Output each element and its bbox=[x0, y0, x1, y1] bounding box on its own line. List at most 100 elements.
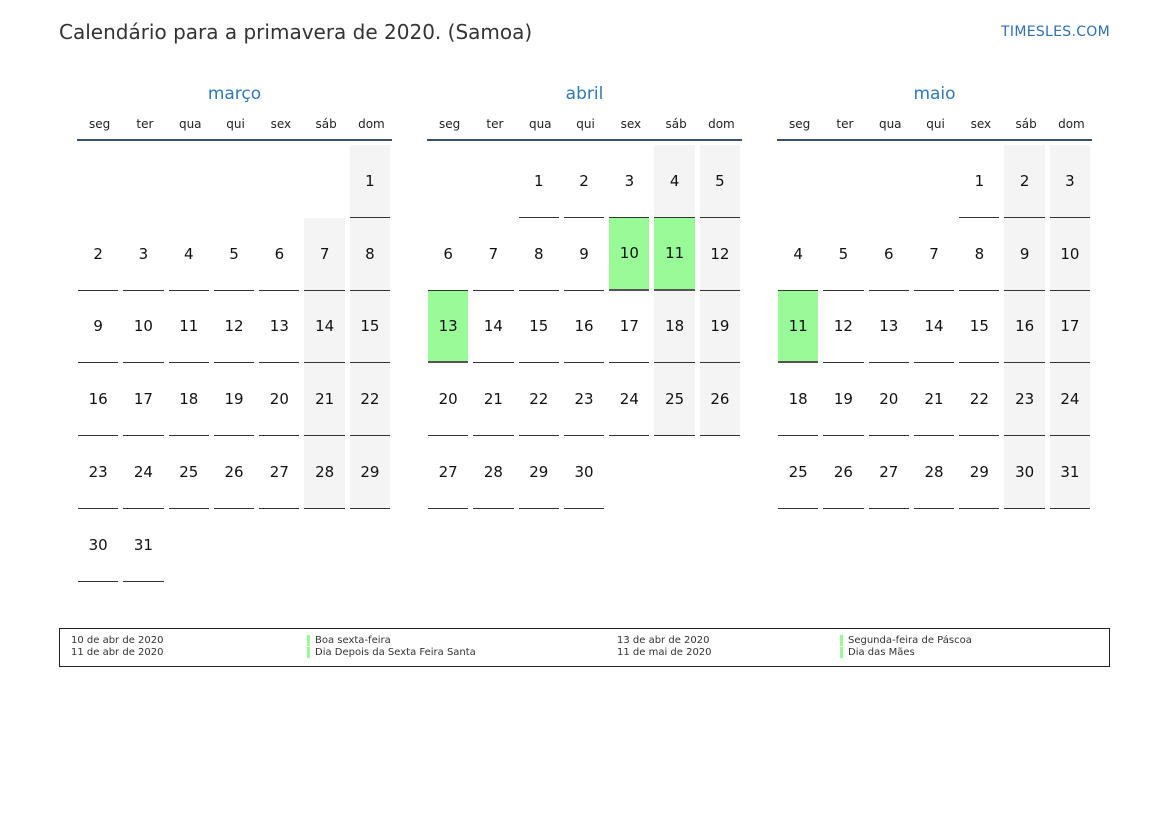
day-number: 5 bbox=[213, 218, 255, 291]
day-number: 26 bbox=[823, 436, 864, 509]
day-cell: 29 bbox=[349, 436, 394, 509]
empty-cell bbox=[258, 145, 303, 218]
day-cell: 23 bbox=[77, 436, 122, 509]
day-number: 27 bbox=[868, 436, 909, 509]
day-cell: 19 bbox=[822, 363, 867, 437]
day-number: 14 bbox=[304, 290, 345, 364]
day-cell: 26 bbox=[699, 363, 744, 437]
day-cell: 18 bbox=[168, 363, 213, 437]
day-number: 19 bbox=[699, 290, 741, 364]
day-number: 20 bbox=[868, 363, 909, 437]
day-cell: 16 bbox=[563, 291, 608, 364]
weekday-label: dom bbox=[358, 117, 385, 131]
weekday-label: sex bbox=[620, 117, 642, 131]
empty-cell bbox=[303, 145, 348, 218]
weekday-label: dom bbox=[1058, 117, 1085, 131]
day-cell: 29 bbox=[518, 436, 563, 509]
day-cell: 26 bbox=[213, 436, 258, 509]
day-number: 26 bbox=[213, 436, 255, 509]
month-may: maio seg ter qua qui sex sáb dom 1 2 3 4 5 6 7 8 9 10 11 12… bbox=[777, 82, 1092, 509]
day-number: 30 bbox=[78, 509, 119, 582]
day-cell: 1 bbox=[518, 145, 563, 218]
day-cell: 12 bbox=[699, 217, 744, 291]
day-number: 19 bbox=[213, 363, 255, 437]
weekday-label: ter bbox=[836, 117, 854, 131]
day-number: 4 bbox=[778, 218, 819, 291]
day-cell: 6 bbox=[868, 218, 913, 291]
day-cell: 9 bbox=[1003, 217, 1048, 291]
day-cell: 16 bbox=[77, 363, 122, 437]
weekday-label: ter bbox=[136, 117, 154, 131]
day-number: 24 bbox=[1049, 363, 1091, 437]
day-number: 12 bbox=[213, 291, 255, 364]
day-number: 13 bbox=[428, 290, 469, 364]
day-cell: 6 bbox=[427, 218, 472, 291]
day-number: 17 bbox=[123, 363, 164, 437]
empty-cell bbox=[168, 145, 213, 218]
day-cell: 24 bbox=[1049, 363, 1094, 437]
day-number: 26 bbox=[699, 363, 741, 437]
day-number: 13 bbox=[868, 291, 909, 364]
day-number: 17 bbox=[609, 291, 650, 364]
day-cell: 12 bbox=[822, 291, 867, 364]
day-cell: 3 bbox=[608, 145, 653, 218]
day-number: 1 bbox=[349, 145, 391, 218]
day-cell: 18 bbox=[653, 290, 698, 364]
empty-cell bbox=[913, 145, 958, 218]
day-grid: 1 2 3 4 5 6 7 8 9 10 11 12 13 14 15 16 17 18 19 20 21 22 23 24 2… bbox=[427, 145, 742, 509]
day-cell: 2 bbox=[1003, 145, 1048, 218]
holiday-day-cell: 11 bbox=[653, 217, 698, 291]
legend-holiday-name: Boa sexta-feira bbox=[315, 635, 391, 646]
day-number: 10 bbox=[123, 291, 164, 364]
weekday-label: qui bbox=[226, 117, 245, 131]
day-number: 18 bbox=[168, 363, 209, 437]
legend-holiday-name: Dia das Mães bbox=[848, 647, 915, 658]
day-number: 17 bbox=[1049, 290, 1091, 364]
day-cell: 5 bbox=[822, 218, 867, 291]
day-number: 25 bbox=[778, 436, 819, 509]
day-cell: 26 bbox=[822, 436, 867, 509]
weekday-label: sáb bbox=[315, 117, 337, 131]
month-name: março bbox=[207, 84, 262, 104]
day-number: 28 bbox=[304, 436, 345, 509]
weekday-label: sex bbox=[970, 117, 992, 131]
day-cell: 2 bbox=[77, 218, 122, 291]
legend-marker bbox=[307, 647, 310, 658]
day-number: 6 bbox=[868, 218, 909, 291]
weekday-label: qua bbox=[878, 117, 902, 131]
day-cell: 2 bbox=[563, 145, 608, 218]
weekday-label: sex bbox=[270, 117, 292, 131]
day-cell: 27 bbox=[427, 436, 472, 509]
day-number: 8 bbox=[349, 217, 391, 291]
weekday-header: seg ter qua qui sex sáb dom bbox=[77, 113, 392, 141]
empty-cell bbox=[427, 145, 472, 218]
legend-marker bbox=[840, 635, 843, 646]
holiday-day-cell: 11 bbox=[777, 290, 822, 364]
day-cell: 27 bbox=[868, 436, 913, 509]
day-cell: 28 bbox=[913, 436, 958, 509]
weekday-label: qua bbox=[528, 117, 552, 131]
day-number: 22 bbox=[518, 363, 559, 437]
weekday-label: qua bbox=[178, 117, 202, 131]
day-cell: 24 bbox=[122, 436, 167, 509]
day-cell: 31 bbox=[122, 509, 167, 582]
site-link[interactable]: TIMESLES.COM bbox=[1001, 24, 1110, 40]
day-number: 25 bbox=[168, 436, 209, 509]
day-number: 29 bbox=[349, 436, 391, 509]
day-cell: 30 bbox=[77, 509, 122, 582]
day-number: 23 bbox=[563, 363, 605, 437]
day-number: 20 bbox=[428, 363, 469, 437]
day-cell: 20 bbox=[868, 363, 913, 437]
day-number: 15 bbox=[959, 291, 1000, 364]
day-cell: 8 bbox=[518, 218, 563, 291]
weekday-label: dom bbox=[708, 117, 735, 131]
day-cell: 4 bbox=[168, 218, 213, 291]
weekday-header: seg ter qua qui sex sáb dom bbox=[777, 113, 1092, 141]
day-number: 1 bbox=[959, 145, 1000, 218]
day-cell: 23 bbox=[563, 363, 608, 437]
day-cell: 22 bbox=[958, 363, 1003, 437]
day-number: 11 bbox=[778, 290, 819, 364]
day-number: 13 bbox=[259, 291, 300, 364]
holiday-legend: 10 de abr de 2020 11 de abr de 2020 Boa … bbox=[59, 628, 1110, 667]
legend-holiday-name: Dia Depois da Sexta Feira Santa bbox=[315, 647, 476, 658]
